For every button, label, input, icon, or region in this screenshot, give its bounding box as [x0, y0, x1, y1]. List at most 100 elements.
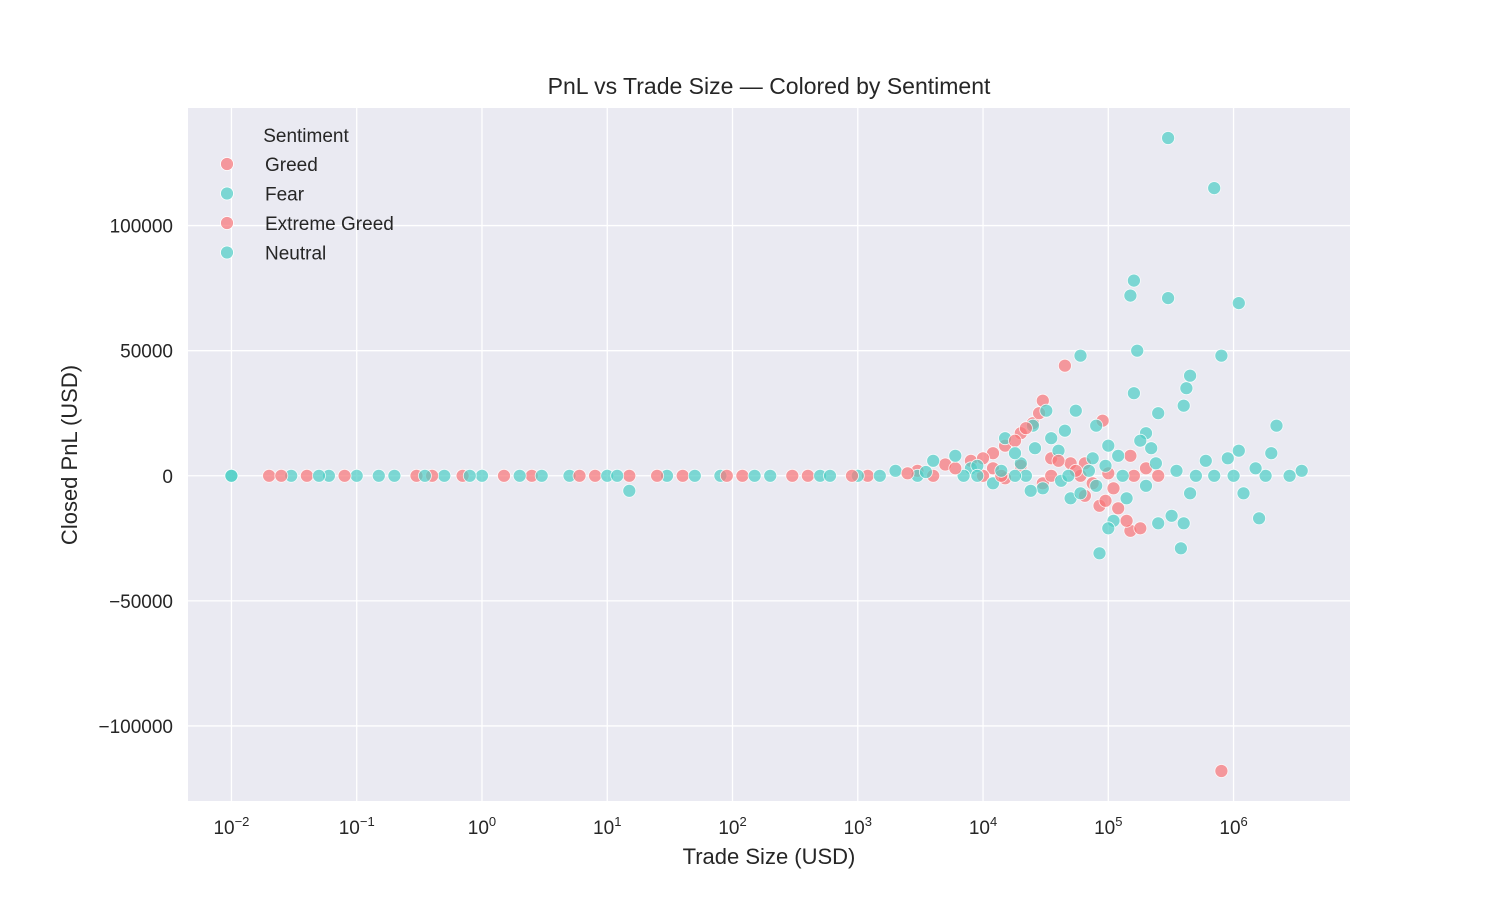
data-point	[1061, 468, 1076, 483]
data-point	[1051, 453, 1066, 468]
data-point	[1123, 288, 1138, 303]
data-point	[735, 468, 750, 483]
data-point	[224, 468, 239, 483]
data-point	[512, 468, 527, 483]
y-tick-label: −50000	[109, 592, 173, 613]
data-point	[900, 466, 915, 481]
legend-label: Fear	[265, 185, 305, 206]
data-point	[1082, 463, 1096, 478]
data-point	[1139, 478, 1153, 493]
data-point	[1207, 468, 1222, 483]
data-point	[1269, 418, 1284, 433]
data-point	[823, 468, 837, 483]
data-point	[747, 468, 762, 483]
data-point	[1149, 456, 1163, 471]
x-tick-exponent: 3	[865, 814, 872, 829]
y-axis-label: Closed PnL (USD)	[57, 365, 82, 545]
x-tick-exponent: 4	[990, 814, 997, 829]
data-point	[1089, 478, 1104, 493]
y-tick-label: 100000	[110, 217, 173, 238]
x-tick-labels: 10−2 10−1 100 101 102 103 104 105 106	[213, 814, 1247, 839]
x-tick-label: 103	[844, 814, 872, 839]
x-tick-base: 10	[1094, 818, 1115, 839]
data-point	[1183, 486, 1197, 501]
data-point	[1189, 468, 1203, 483]
series-neutral	[224, 403, 1263, 506]
x-tick-label: 104	[969, 814, 997, 839]
x-tick-label: 102	[718, 814, 746, 839]
data-point	[872, 468, 887, 483]
data-point	[572, 468, 587, 483]
legend-marker	[220, 186, 234, 201]
x-tick-base: 10	[1219, 818, 1240, 839]
data-point	[349, 468, 364, 483]
data-point	[845, 468, 859, 483]
data-point	[337, 468, 352, 483]
data-point	[534, 468, 549, 483]
data-point	[274, 468, 289, 483]
legend-label: Extreme Greed	[265, 214, 394, 235]
data-point	[650, 468, 664, 483]
x-tick-exponent: 1	[614, 814, 621, 829]
data-point	[1123, 448, 1138, 463]
data-point	[1068, 403, 1083, 418]
x-tick-exponent: 2	[739, 814, 746, 829]
x-tick-exponent: −2	[235, 814, 250, 829]
x-tick-base: 10	[339, 818, 360, 839]
x-axis-label: Trade Size (USD)	[683, 844, 856, 869]
data-point	[970, 468, 985, 483]
data-point	[763, 468, 778, 483]
data-point	[1207, 181, 1222, 196]
data-point	[1111, 501, 1126, 516]
data-point	[1214, 348, 1229, 363]
legend-items: Greed Fear Extreme Greed Neutral	[220, 155, 394, 265]
data-point	[1164, 508, 1179, 523]
data-point	[1101, 521, 1116, 536]
data-point	[475, 468, 489, 483]
data-point	[1127, 273, 1141, 288]
x-tick-base: 10	[593, 818, 614, 839]
data-point	[785, 468, 800, 483]
data-point	[1073, 486, 1088, 501]
data-point	[1039, 403, 1054, 418]
data-point	[371, 468, 386, 483]
data-point	[1151, 468, 1166, 483]
legend-title: Sentiment	[263, 126, 349, 147]
data-point	[299, 468, 314, 483]
data-point	[1058, 358, 1072, 373]
data-point	[1098, 493, 1113, 508]
y-tick-label: −100000	[99, 717, 174, 738]
data-point	[1111, 448, 1126, 463]
data-points	[224, 131, 1309, 778]
x-tick-base: 10	[213, 818, 234, 839]
data-point	[1174, 541, 1188, 556]
data-point	[1044, 431, 1059, 446]
x-tick-label: 101	[593, 814, 621, 839]
legend-label: Greed	[265, 155, 318, 176]
plot-area	[188, 108, 1350, 801]
data-point	[1035, 481, 1050, 496]
data-point	[1294, 463, 1309, 478]
x-tick-label: 106	[1219, 814, 1247, 839]
legend-marker	[220, 157, 234, 171]
legend-marker	[220, 245, 234, 260]
legend-label: Neutral	[265, 244, 326, 265]
data-point	[687, 468, 702, 483]
data-point	[1231, 443, 1246, 458]
y-tick-label: 50000	[120, 342, 173, 363]
y-tick-labels: 100000 50000 0 −50000 −100000	[99, 217, 174, 738]
data-point	[1214, 764, 1229, 778]
y-tick-label: 0	[162, 467, 173, 488]
data-point	[1248, 461, 1263, 476]
data-point	[622, 483, 637, 498]
data-point	[1176, 516, 1191, 531]
data-point	[1085, 451, 1100, 466]
data-point	[312, 468, 326, 483]
data-point	[1130, 343, 1145, 358]
data-point	[1127, 386, 1141, 401]
x-tick-base: 10	[468, 818, 489, 839]
data-point	[948, 461, 963, 476]
data-point	[888, 463, 903, 478]
data-point	[1198, 453, 1213, 468]
